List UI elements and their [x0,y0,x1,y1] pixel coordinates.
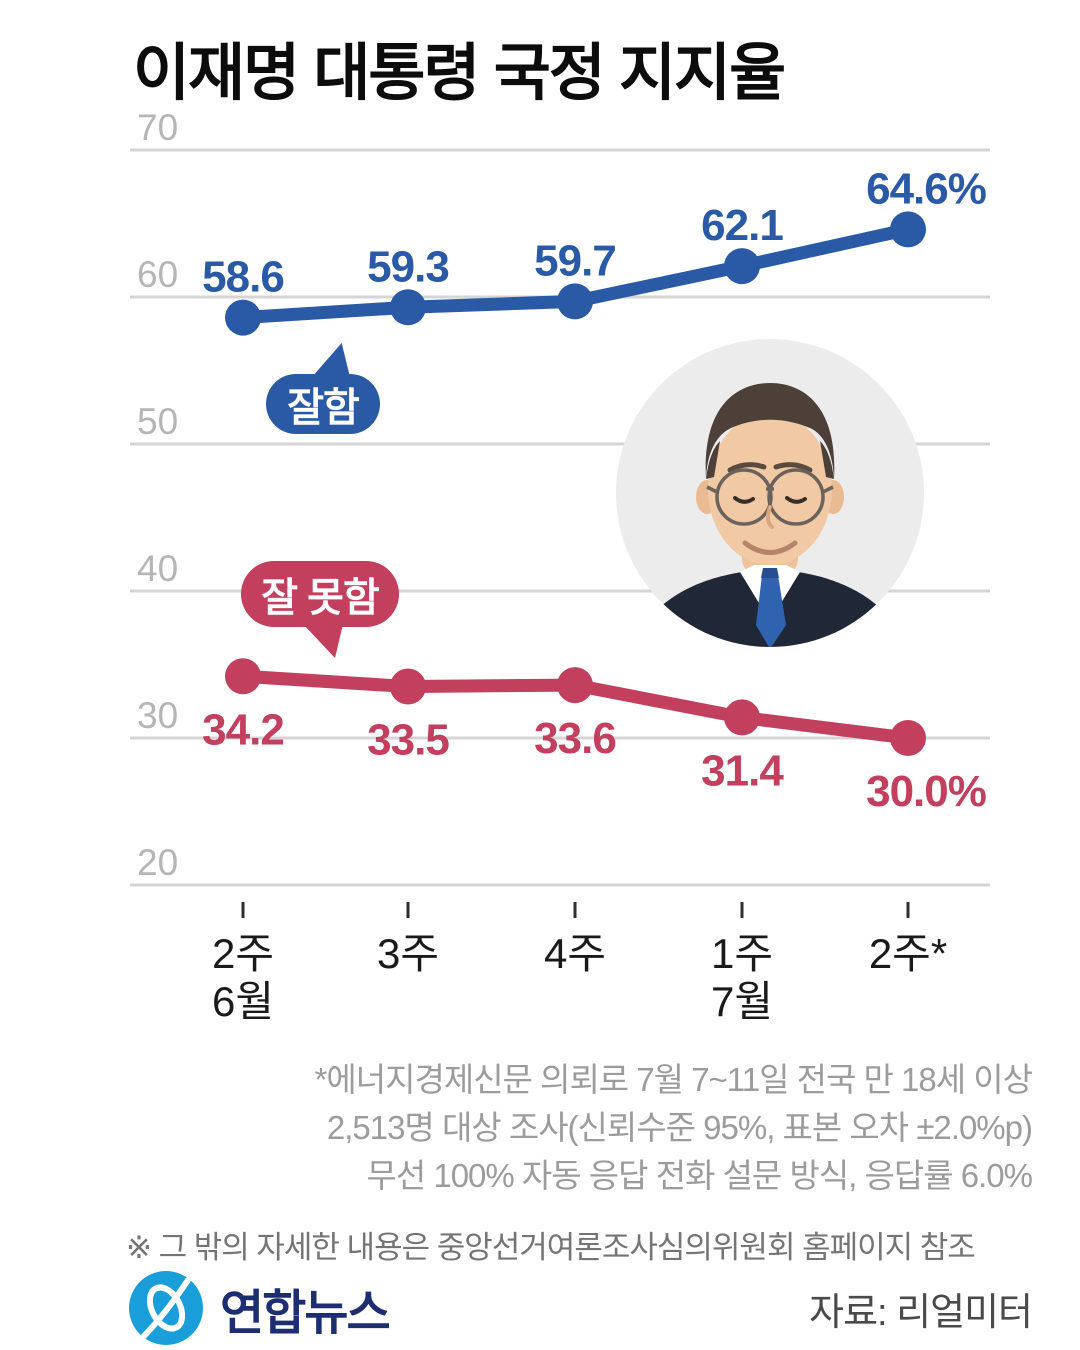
data-point [724,699,760,736]
yonhap-logo: 연합뉴스 [126,1268,391,1348]
value-label: 62.1 [701,201,783,250]
data-point [390,289,426,326]
data-point [557,283,593,320]
legend-bubble-approve: 잘함 [266,343,380,434]
legend-bubble-disapprove: 잘 못함 [241,561,399,658]
disclaimer-note: ※ 그 밖의 자세한 내용은 중앙선거여론조사심의위원회 홈페이지 참조 [126,1230,976,1265]
survey-footnote: *에너지경제신문 의뢰로 7월 7~11일 전국 만 18세 이상 2,513명… [132,1056,1033,1200]
yonhap-globe-icon [129,1271,203,1345]
y-axis-label: 70 [137,107,178,148]
data-point [557,667,593,704]
data-point [890,211,926,248]
legend-label-disapprove: 잘 못함 [261,576,380,620]
value-label: 59.7 [534,236,616,285]
x-axis-label: 2주 [212,930,274,977]
x-axis-label: 6월 [212,978,274,1025]
y-axis-label: 50 [137,401,178,442]
value-label: 34.2 [202,705,284,754]
president-portrait [614,337,926,649]
x-axis-label: 1주 [711,930,773,977]
x-axis-label: 3주 [377,930,439,977]
value-label: 58.6 [202,253,284,302]
y-axis-label: 30 [137,695,178,736]
page-title: 이재명 대통령 국정 지지율 [133,39,786,108]
y-axis-label: 60 [137,254,178,295]
footer: 연합뉴스 자료: 리얼미터 [126,1268,1033,1348]
value-label: 30.0% [866,767,986,816]
portrait-image [616,339,924,647]
footnote-line-3: 무선 100% 자동 응답 전화 설문 방식, 응답률 6.0% [366,1157,1033,1194]
footnote-line-2: 2,513명 대상 조사(신뢰수준 95%, 표본 오차 ±2.0%p) [326,1109,1033,1146]
data-point [390,668,426,705]
data-point [225,299,261,336]
data-point [890,720,926,756]
value-label: 64.6% [866,164,986,213]
footnote-line-1: *에너지경제신문 의뢰로 7월 7~11일 전국 만 18세 이상 [314,1061,1033,1098]
legend-label-approve: 잘함 [287,386,360,430]
y-axis-label: 20 [137,842,178,883]
yonhap-logo-text: 연합뉴스 [220,1287,391,1340]
data-point [225,658,261,695]
value-label: 33.5 [367,716,449,765]
value-label: 33.6 [534,714,616,763]
data-point [724,248,760,285]
y-axis-label: 40 [137,548,178,589]
x-axis-label: 2주* [869,930,947,977]
x-axis-label: 4주 [544,930,606,977]
x-axis-label: 7월 [711,978,773,1025]
source-label: 자료: 리얼미터 [809,1291,1033,1334]
value-label: 59.3 [367,242,449,291]
value-label: 31.4 [701,746,784,795]
